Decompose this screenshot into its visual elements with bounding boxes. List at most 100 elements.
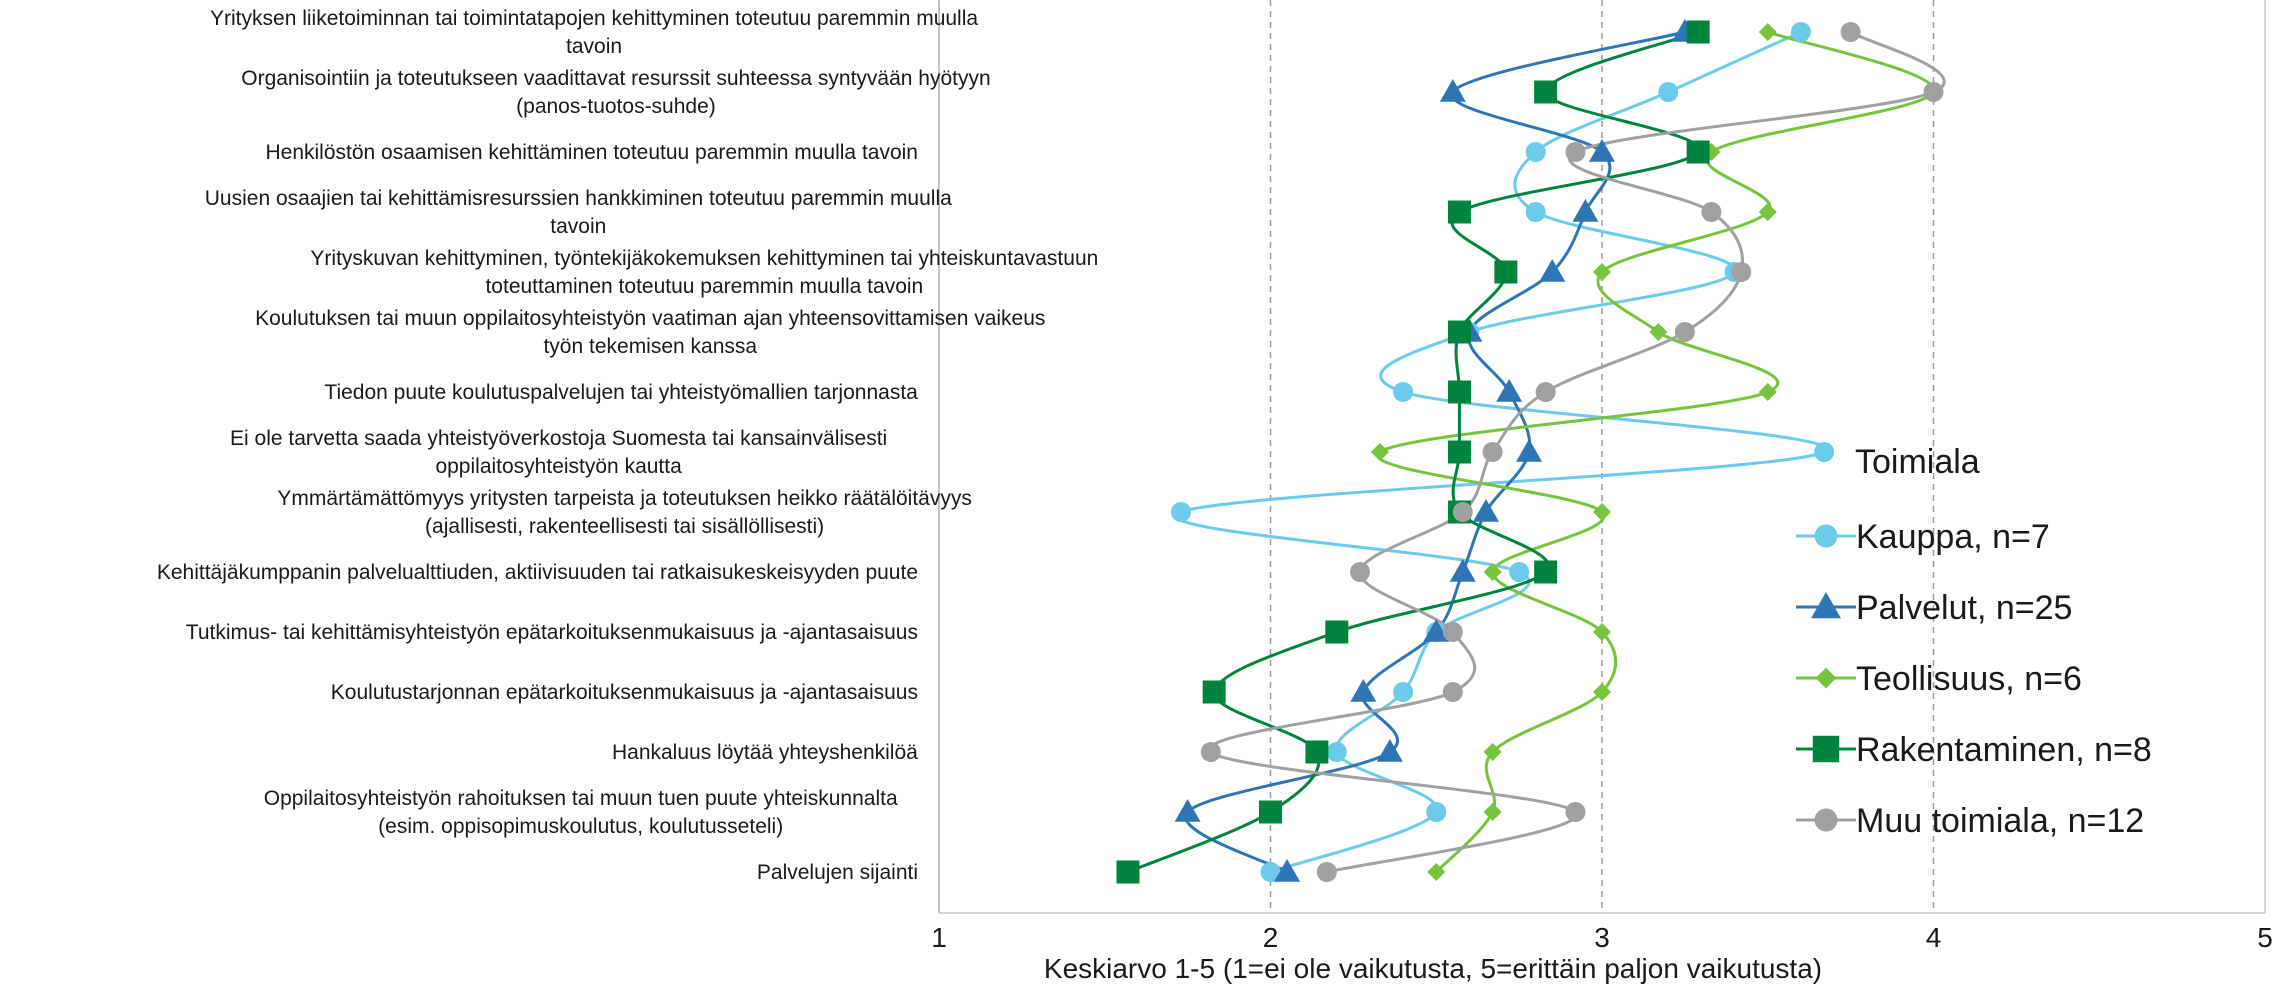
data-point bbox=[1516, 439, 1543, 462]
category-label: Uusien osaajien tai kehittämisresurssien… bbox=[205, 187, 952, 238]
data-point bbox=[1370, 443, 1389, 461]
category-label: Organisointiin ja toteutukseen vaadittav… bbox=[241, 67, 990, 118]
legend-swatch-marker bbox=[1814, 524, 1838, 548]
category-label: Henkilöstön osaamisen kehittäminen toteu… bbox=[265, 141, 918, 164]
legend-item: Rakentaminen, n=8 bbox=[1796, 731, 2152, 769]
data-point bbox=[1686, 140, 1710, 164]
category-label: Oppilaitosyhteistyön rahoituksen tai muu… bbox=[264, 787, 898, 838]
data-point bbox=[1525, 142, 1546, 162]
category-label: Tiedon puute koulutuspalvelujen tai yhte… bbox=[324, 381, 918, 404]
data-point bbox=[1525, 202, 1546, 222]
data-point bbox=[1449, 559, 1476, 582]
data-point bbox=[1427, 863, 1446, 881]
x-tick-label: 4 bbox=[1926, 922, 1942, 953]
data-point bbox=[1840, 22, 1861, 42]
data-point bbox=[1496, 379, 1523, 402]
legend-item: Palvelut, n=25 bbox=[1796, 589, 2072, 627]
data-point bbox=[1274, 859, 1301, 882]
data-point bbox=[1350, 562, 1371, 582]
category-label: Yrityskuvan kehittyminen, työntekijäkoke… bbox=[310, 247, 1098, 298]
category-label: Yrityksen liiketoiminnan tai toimintatap… bbox=[210, 7, 978, 58]
legend-label: Teollisuus, n=6 bbox=[1856, 660, 2082, 698]
data-point bbox=[1534, 560, 1558, 584]
data-point bbox=[1200, 742, 1221, 762]
legend-label: Muu toimiala, n=12 bbox=[1856, 802, 2144, 840]
data-point bbox=[1447, 440, 1471, 464]
data-point bbox=[1260, 862, 1281, 882]
x-tick-label: 1 bbox=[931, 922, 947, 953]
data-point bbox=[1593, 683, 1611, 701]
legend: Toimiala Kauppa, n=7 Palvelut, n=25 Teolli… bbox=[1796, 443, 2152, 840]
data-point bbox=[1447, 200, 1471, 224]
series-markers bbox=[1116, 19, 1944, 884]
data-point bbox=[1423, 619, 1450, 642]
category-label: Hankaluus löytää yhteyshenkilöä bbox=[612, 741, 918, 764]
data-point bbox=[1539, 259, 1566, 282]
data-point bbox=[1686, 20, 1710, 44]
data-point bbox=[1923, 82, 1944, 102]
x-tick-label: 3 bbox=[1594, 922, 1610, 953]
data-point bbox=[1790, 22, 1811, 42]
data-point bbox=[1674, 322, 1695, 342]
data-point bbox=[1393, 682, 1414, 702]
data-point bbox=[1259, 800, 1282, 824]
data-point bbox=[1376, 739, 1403, 762]
legend-label: Palvelut, n=25 bbox=[1856, 589, 2072, 627]
data-point bbox=[1116, 860, 1140, 884]
legend-label: Rakentaminen, n=8 bbox=[1856, 731, 2152, 769]
x-axis-label: Keskiarvo 1-5 (1=ei ole vaikutusta, 5=er… bbox=[1044, 953, 1822, 984]
data-point bbox=[1649, 323, 1668, 341]
data-point bbox=[1326, 742, 1347, 762]
data-point bbox=[1565, 142, 1586, 162]
category-label: Kehittäjäkumppanin palvelualttiuden, akt… bbox=[157, 561, 918, 584]
data-point bbox=[1593, 503, 1611, 521]
data-point bbox=[1483, 563, 1502, 581]
data-point bbox=[1572, 199, 1599, 222]
category-labels: Yrityksen liiketoiminnan tai toimintatap… bbox=[157, 7, 1098, 884]
data-point bbox=[1658, 82, 1679, 102]
data-point bbox=[1305, 740, 1329, 764]
data-point bbox=[1814, 442, 1835, 462]
category-label: Ymmärtämättömyys yritysten tarpeista ja … bbox=[277, 487, 971, 538]
data-point bbox=[1426, 802, 1447, 822]
data-point bbox=[1442, 682, 1463, 702]
data-point bbox=[1447, 320, 1471, 344]
data-point bbox=[1483, 743, 1502, 761]
data-point bbox=[1316, 862, 1337, 882]
data-point bbox=[1758, 383, 1777, 401]
data-point bbox=[1482, 442, 1503, 462]
data-point bbox=[1494, 260, 1518, 284]
data-point bbox=[1174, 799, 1201, 822]
data-point bbox=[1170, 502, 1191, 522]
legend-label: Kauppa, n=7 bbox=[1856, 518, 2050, 556]
category-label: Tutkimus- tai kehittämisyhteistyön epäta… bbox=[186, 621, 918, 644]
data-point bbox=[1593, 623, 1611, 641]
data-point bbox=[1202, 680, 1226, 704]
legend-item: Muu toimiala, n=12 bbox=[1796, 802, 2144, 840]
data-point bbox=[1350, 679, 1377, 702]
legend-swatch-marker bbox=[1815, 667, 1837, 689]
category-label: Ei ole tarvetta saada yhteistyöverkostoj… bbox=[230, 427, 887, 478]
legend-swatch-marker bbox=[1811, 592, 1841, 619]
gridlines bbox=[938, 0, 2266, 913]
x-tick-label: 2 bbox=[1263, 922, 1279, 953]
category-label: Koulutuksen tai muun oppilaitosyhteistyö… bbox=[255, 307, 1045, 358]
data-point bbox=[1447, 380, 1471, 404]
legend-title: Toimiala bbox=[1855, 443, 1980, 481]
data-point bbox=[1565, 802, 1586, 822]
legend-swatch-marker bbox=[1814, 808, 1838, 832]
data-point bbox=[1535, 382, 1556, 402]
x-tick-label: 5 bbox=[2257, 922, 2273, 953]
data-point bbox=[1593, 263, 1611, 281]
x-axis: 1 2 3 4 5 bbox=[931, 912, 2273, 953]
legend-swatch-marker bbox=[1812, 735, 1840, 763]
data-point bbox=[1472, 499, 1499, 522]
data-point bbox=[1325, 620, 1349, 644]
data-point bbox=[1589, 139, 1615, 162]
data-point bbox=[1731, 262, 1752, 282]
data-point bbox=[1534, 80, 1558, 104]
data-point bbox=[1758, 23, 1777, 41]
data-point bbox=[1509, 562, 1530, 582]
legend-item: Teollisuus, n=6 bbox=[1796, 660, 2082, 698]
